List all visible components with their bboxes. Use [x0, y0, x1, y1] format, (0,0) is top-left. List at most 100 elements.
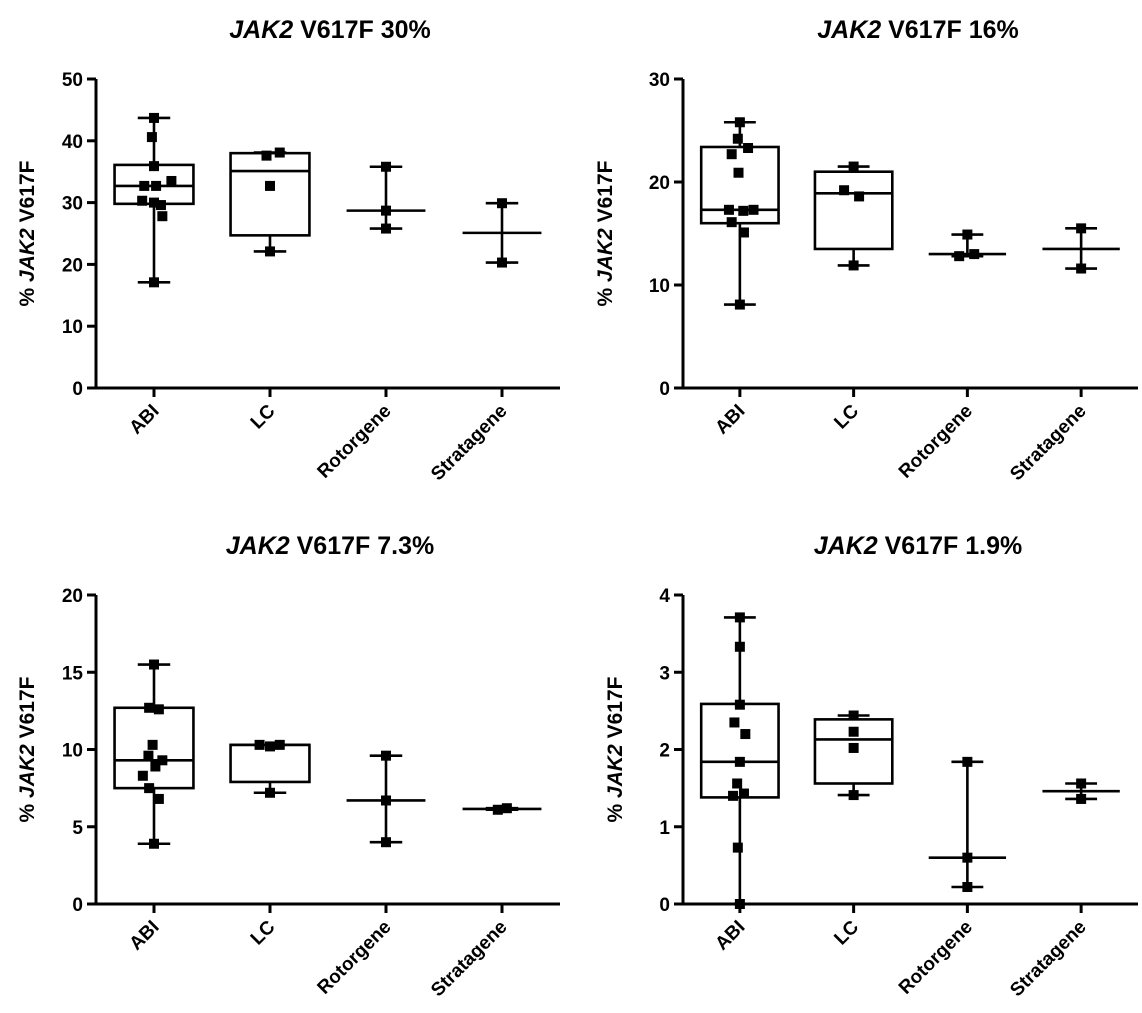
data-point-abi [734, 612, 745, 623]
data-point-abi [723, 204, 734, 215]
y-tick-label: 2 [659, 741, 670, 762]
data-point-abi [729, 717, 740, 728]
panel-16pct: JAK2 V617F 16%% JAK2 V617F 0 10 20 30 ABI LC Ro… [588, 0, 1142, 508]
data-point-rotorgene [381, 837, 391, 848]
panel-30pct: JAK2 V617F 30%% JAK2 V617F 0 10 20 30 40 50 ABI… [0, 0, 571, 508]
data-point-abi [734, 117, 745, 128]
x-tick-label-abi: ABI [711, 401, 749, 439]
y-axis-label: % JAK2 V617F [604, 676, 627, 822]
data-point-stratagene [497, 257, 507, 268]
box-lc [229, 151, 311, 237]
data-point-abi [146, 132, 157, 143]
data-point-abi [144, 783, 155, 794]
y-tick-label: 30 [649, 70, 670, 91]
data-point-abi [149, 659, 159, 670]
data-point-abi [738, 205, 749, 216]
data-point-lc [261, 150, 272, 161]
x-tick-label-stratagene: Stratagene [427, 401, 511, 485]
data-point-abi [153, 704, 164, 715]
chart-title: JAK2 V617F 16% [817, 16, 1019, 44]
y-tick-label: 40 [62, 132, 83, 153]
y-tick-label: 30 [62, 194, 83, 215]
title-gene: JAK2 [226, 532, 290, 560]
data-point-lc [254, 739, 265, 750]
data-point-lc [848, 710, 859, 721]
ylabel-rest: V617F [604, 676, 627, 744]
data-point-abi [734, 899, 745, 909]
data-point-stratagene [501, 803, 512, 814]
y-tick-label: 1 [659, 818, 670, 839]
chart-title: JAK2 V617F 7.3% [226, 532, 434, 560]
data-point-rotorgene [381, 161, 391, 172]
data-point-rotorgene [381, 223, 391, 234]
data-point-abi [728, 790, 739, 801]
data-point-rotorgene [381, 205, 391, 216]
ylabel-prefix: % [594, 282, 617, 307]
data-point-abi [732, 842, 743, 853]
data-point-stratagene [497, 198, 507, 209]
title-rest: V617F 1.9% [878, 532, 1023, 560]
x-tick-label-lc: LC [247, 400, 280, 433]
data-point-abi [143, 750, 154, 761]
panel-7-3pct: JAK2 V617F 7.3%% JAK2 V617F 0 5 10 15 20 ABI LC… [0, 516, 571, 1013]
data-point-lc [848, 790, 859, 801]
ylabel-rest: V617F [594, 160, 617, 228]
ylabel-rest: V617F [16, 676, 39, 744]
data-point-rotorgene [381, 750, 391, 761]
data-point-abi [734, 299, 745, 310]
x-tick-label-lc: LC [830, 400, 863, 433]
data-point-rotorgene [962, 229, 973, 240]
x-tick-label-lc: LC [247, 916, 280, 949]
x-tick-label-rotorgene: Rotorgene [895, 401, 977, 483]
data-point-rotorgene [962, 852, 973, 863]
panel-1-9pct: JAK2 V617F 1.9%% JAK2 V617F 0 1 2 3 4 ABI LC Rot… [588, 516, 1142, 1013]
data-point-rotorgene [954, 251, 965, 262]
y-tick-label: 0 [659, 379, 670, 400]
data-point-abi [738, 788, 749, 799]
title-gene: JAK2 [814, 532, 878, 560]
ylabel-gene: JAK2 [16, 744, 39, 798]
data-point-stratagene [1076, 263, 1087, 274]
data-point-abi [150, 761, 161, 772]
x-tick-label-lc: LC [830, 916, 863, 949]
data-point-lc [265, 180, 275, 191]
y-tick-label: 3 [659, 663, 670, 684]
y-axis-label: % JAK2 V617F [594, 160, 617, 306]
y-tick-label: 5 [72, 818, 83, 839]
data-point-abi [738, 227, 749, 238]
data-point-lc [848, 726, 859, 737]
title-gene: JAK2 [229, 16, 293, 44]
y-tick-label: 50 [62, 70, 83, 91]
data-point-stratagene [1076, 778, 1087, 789]
ylabel-gene: JAK2 [604, 744, 627, 798]
data-point-abi [149, 838, 159, 849]
x-tick-label-rotorgene: Rotorgene [314, 401, 396, 483]
data-point-abi [137, 195, 148, 206]
data-point-abi [157, 211, 168, 222]
x-tick-label-rotorgene: Rotorgene [895, 917, 977, 999]
data-point-rotorgene [962, 882, 973, 893]
data-point-rotorgene [381, 795, 391, 806]
y-axis-label: % JAK2 V617F [16, 676, 39, 822]
data-point-rotorgene [969, 249, 980, 260]
box-lc [813, 170, 894, 251]
data-point-lc [265, 246, 275, 257]
chart-title: JAK2 V617F 1.9% [814, 532, 1022, 560]
data-point-lc [274, 739, 285, 750]
data-point-abi [153, 793, 164, 804]
data-point-lc [848, 742, 859, 753]
data-point-abi [734, 699, 745, 710]
data-point-abi [139, 180, 150, 191]
data-point-abi [732, 778, 743, 789]
y-tick-label: 0 [659, 895, 670, 916]
title-rest: V617F 16% [881, 16, 1019, 44]
data-point-abi [149, 277, 159, 288]
y-tick-label: 20 [62, 586, 83, 607]
data-point-abi [726, 217, 737, 228]
ylabel-prefix: % [604, 798, 627, 823]
y-tick-label: 15 [62, 663, 84, 684]
chart-30pct: JAK2 V617F 30%% JAK2 V617F01020304050ABI… [16, 16, 560, 485]
